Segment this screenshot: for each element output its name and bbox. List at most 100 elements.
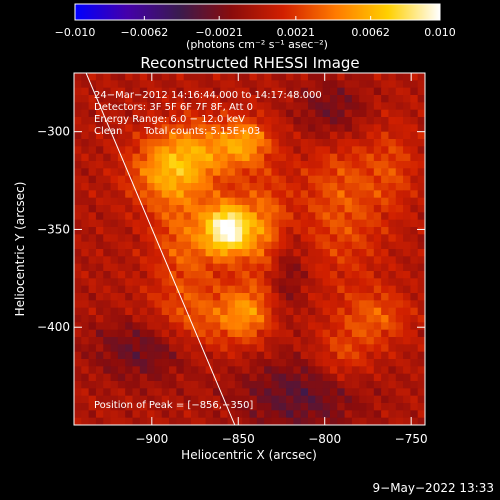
heatmap-cell [308,153,316,162]
heatmap-cell [205,322,214,331]
heatmap-cell [110,307,119,316]
heatmap-cell [103,249,112,257]
heatmap-cell [132,80,141,89]
heatmap-cell [264,212,273,221]
heatmap-cell [161,388,170,397]
heatmap-cell [139,80,148,89]
heatmap-cell [169,168,177,177]
heatmap-cell [249,205,258,213]
heatmap-cell [103,87,112,96]
heatmap-cell [110,219,119,228]
heatmap-cell [315,190,324,199]
heatmap-cell [329,410,338,419]
heatmap-cell [183,241,192,250]
heatmap-cell [373,293,382,301]
heatmap-cell [351,161,360,169]
heatmap-cell [381,205,390,213]
heatmap-cell [220,373,229,382]
heatmap-cell [373,190,382,199]
heatmap-cell [344,117,353,125]
heatmap-cell [169,73,177,81]
heatmap-cell [300,315,309,323]
heatmap-cell [125,359,134,367]
heatmap-cell [388,80,397,89]
heatmap-cell [74,153,82,162]
heatmap-cell [373,80,382,89]
heatmap-cell [212,95,221,103]
heatmap-cell [212,161,221,169]
heatmap-cell [220,219,229,228]
heatmap-cell [88,168,97,177]
heatmap-cell [337,80,346,89]
heatmap-cell [366,322,375,331]
heatmap-cell [176,168,185,177]
heatmap-cell [351,190,360,199]
heatmap-cell [322,381,331,389]
heatmap-cell [125,227,134,235]
heatmap-cell [212,315,221,323]
heatmap-cell [329,263,338,272]
heatmap-cell [329,373,338,382]
heatmap-cell [132,124,141,133]
heatmap-cell [359,359,368,367]
heatmap-cell [176,117,185,125]
heatmap-cell [403,117,411,125]
heatmap-cell [256,87,265,96]
heatmap-cell [95,190,104,199]
heatmap-cell [249,381,258,389]
heatmap-cell [95,131,104,140]
heatmap-cell [395,175,404,184]
heatmap-cell [278,234,287,243]
heatmap-cell [74,197,82,206]
heatmap-cell [315,219,324,228]
heatmap-cell [154,212,163,221]
heatmap-cell [242,175,251,184]
heatmap-cell [337,285,346,294]
heatmap-cell [212,175,221,184]
heatmap-cell [293,124,302,133]
heatmap-cell [271,285,280,294]
heatmap-cell [132,183,141,191]
heatmap-cell [242,373,251,382]
heatmap-cell [293,307,302,316]
heatmap-cell [395,344,404,353]
heatmap-cell [234,146,243,155]
heatmap-cell [242,161,251,169]
heatmap-cell [81,329,90,338]
heatmap-cell [169,366,177,375]
heatmap-cell [125,366,134,375]
heatmap-cell [125,249,134,257]
heatmap-cell [169,153,177,162]
heatmap-cell [329,417,338,425]
heatmap-cell [249,87,258,96]
heatmap-cell [95,337,104,345]
heatmap-cell [381,234,390,243]
heatmap-cell [286,73,294,81]
heatmap-cell [366,271,375,279]
heatmap-cell [351,205,360,213]
heatmap-cell [388,249,397,257]
heatmap-cell [220,212,229,221]
heatmap-cell [125,293,134,301]
heatmap-cell [395,285,404,294]
heatmap-cell [117,249,126,257]
heatmap-cell [315,95,324,103]
heatmap-cell [74,271,82,279]
heatmap-cell [198,249,207,257]
heatmap-cell [227,87,236,96]
heatmap-cell [227,322,236,331]
heatmap-cell [169,241,177,250]
heatmap-cell [212,256,221,265]
heatmap-cell [351,249,360,257]
heatmap-cell [337,197,346,206]
heatmap-cell [205,73,214,81]
heatmap-cell [373,139,382,147]
heatmap-cell [293,87,302,96]
heatmap-cell [132,117,141,125]
heatmap-cell [278,417,287,425]
heatmap-cell [103,131,112,140]
heatmap-cell [227,263,236,272]
heatmap-cell [176,73,185,81]
heatmap-cell [344,329,353,338]
heatmap-cell [300,197,309,206]
